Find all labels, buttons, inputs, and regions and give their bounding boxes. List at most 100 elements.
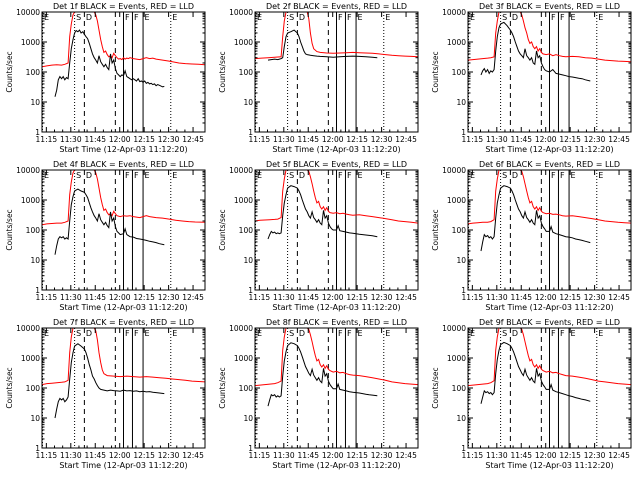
series-lld — [255, 328, 418, 387]
x-tick-label: 12:15 — [559, 135, 581, 144]
marker-label: E — [145, 171, 150, 180]
marker-label: E — [358, 171, 363, 180]
marker-label: S — [76, 329, 81, 338]
x-tick-label: 12:30 — [371, 293, 393, 302]
y-axis-label: Counts/sec — [431, 209, 440, 250]
marker-label: F — [551, 171, 556, 180]
marker-label: F — [551, 329, 556, 338]
x-tick-label: 11:15 — [462, 293, 484, 302]
x-tick-label: 12:30 — [584, 451, 606, 460]
series-events — [480, 21, 591, 82]
x-tick-label: 11:45 — [297, 451, 319, 460]
series-events — [54, 343, 165, 419]
x-tick-label: 11:30 — [486, 135, 508, 144]
y-tick-label: 10000 — [442, 324, 466, 333]
x-tick-label: 12:45 — [182, 135, 204, 144]
marker-label: E — [385, 329, 390, 338]
marker-label: E — [257, 171, 262, 180]
marker-label: F — [125, 171, 130, 180]
series-lld — [42, 12, 205, 68]
x-axis-label: Start Time (12-Apr-03 11:12:20) — [59, 461, 187, 470]
y-tick-label: 1 — [35, 444, 40, 453]
y-axis-label: Counts/sec — [5, 367, 14, 408]
panel-title: Det 5f BLACK = Events, RED = LLD — [266, 160, 407, 169]
y-tick-label: 1000 — [234, 196, 253, 205]
x-axis-label: Start Time (12-Apr-03 11:12:20) — [485, 303, 613, 312]
x-tick-label: 11:15 — [249, 451, 271, 460]
marker-label: F — [338, 171, 343, 180]
x-tick-label: 12:15 — [559, 293, 581, 302]
x-tick-label: 12:00 — [322, 293, 344, 302]
x-tick-label: 11:15 — [249, 135, 271, 144]
panel-series — [255, 328, 418, 407]
panel-series — [42, 328, 205, 419]
y-tick-label: 10000 — [16, 8, 40, 17]
y-tick-label: 1000 — [234, 38, 253, 47]
x-tick-label: 12:15 — [133, 293, 155, 302]
x-tick-label: 12:00 — [535, 135, 557, 144]
y-tick-label: 1 — [248, 128, 253, 137]
y-tick-label: 100 — [239, 384, 254, 393]
x-tick-label: 11:45 — [297, 293, 319, 302]
y-tick-label: 10000 — [442, 166, 466, 175]
marker-label: E — [598, 329, 603, 338]
x-tick-label: 12:45 — [395, 293, 417, 302]
marker-label: S — [76, 13, 81, 22]
marker-label: E — [571, 13, 576, 22]
y-tick-label: 10 — [30, 98, 40, 107]
panel-title: Det 8f BLACK = Events, RED = LLD — [266, 318, 407, 327]
y-tick-label: 10 — [243, 256, 253, 265]
panel-title: Det 9f BLACK = Events, RED = LLD — [479, 318, 620, 327]
y-tick-label: 100 — [26, 226, 41, 235]
y-tick-label: 100 — [26, 68, 41, 77]
marker-label: E — [44, 13, 49, 22]
marker-label: E — [44, 171, 49, 180]
marker-label: E — [571, 171, 576, 180]
y-tick-label: 1 — [35, 286, 40, 295]
x-tick-label: 12:15 — [346, 135, 368, 144]
y-tick-label: 1000 — [21, 38, 40, 47]
x-tick-label: 11:45 — [297, 135, 319, 144]
x-tick-label: 12:00 — [535, 451, 557, 460]
y-tick-label: 1000 — [234, 354, 253, 363]
y-axis-label: Counts/sec — [431, 51, 440, 92]
x-tick-label: 12:45 — [608, 293, 630, 302]
marker-label: E — [385, 13, 390, 22]
marker-label: S — [76, 171, 81, 180]
x-tick-label: 12:30 — [158, 135, 180, 144]
y-tick-label: 1 — [461, 444, 466, 453]
series-lld — [468, 12, 631, 63]
marker-label: E — [470, 171, 475, 180]
marker-label: F — [560, 171, 565, 180]
y-tick-label: 1000 — [447, 196, 466, 205]
marker-label: D — [299, 13, 305, 22]
marker-label: S — [502, 171, 507, 180]
marker-label: D — [512, 329, 518, 338]
marker-label: F — [347, 13, 352, 22]
y-tick-label: 10 — [30, 414, 40, 423]
marker-label: S — [502, 13, 507, 22]
marker-label: S — [289, 171, 294, 180]
marker-label: E — [257, 329, 262, 338]
series-events — [480, 185, 591, 252]
x-tick-label: 12:45 — [395, 451, 417, 460]
marker-label: E — [172, 329, 177, 338]
x-axis-label: Start Time (12-Apr-03 11:12:20) — [485, 145, 613, 154]
marker-label: F — [134, 329, 139, 338]
x-tick-label: 11:30 — [60, 293, 82, 302]
series-lld — [42, 170, 205, 226]
series-lld — [468, 328, 631, 387]
x-tick-label: 12:00 — [109, 451, 131, 460]
y-axis-label: Counts/sec — [218, 367, 227, 408]
marker-label: E — [598, 13, 603, 22]
y-tick-label: 1 — [248, 444, 253, 453]
x-axis-label: Start Time (12-Apr-03 11:12:20) — [59, 303, 187, 312]
x-tick-label: 12:30 — [158, 451, 180, 460]
